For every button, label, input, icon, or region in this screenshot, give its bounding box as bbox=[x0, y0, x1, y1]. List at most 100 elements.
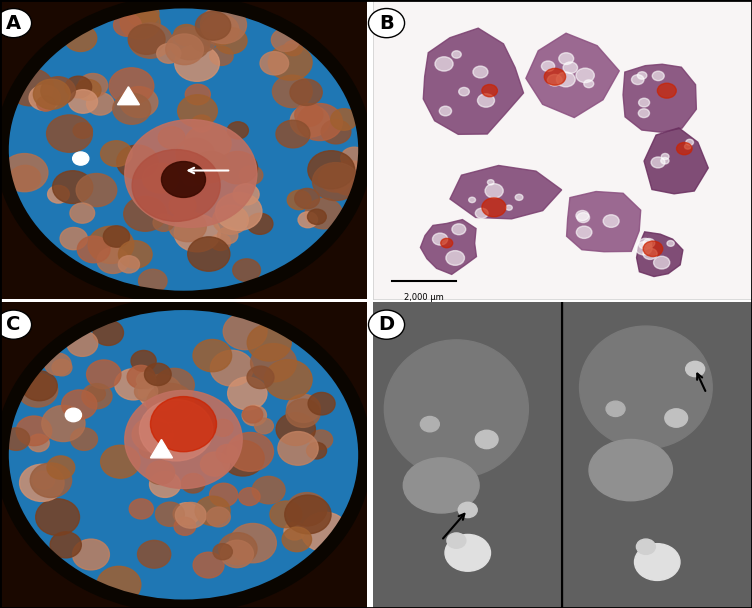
Circle shape bbox=[321, 120, 351, 144]
Circle shape bbox=[298, 212, 317, 228]
Circle shape bbox=[101, 141, 132, 167]
Circle shape bbox=[193, 339, 232, 371]
Circle shape bbox=[44, 353, 71, 375]
Circle shape bbox=[109, 68, 154, 104]
Circle shape bbox=[475, 208, 488, 218]
Circle shape bbox=[441, 238, 453, 248]
Circle shape bbox=[165, 34, 203, 64]
Circle shape bbox=[271, 29, 299, 52]
Circle shape bbox=[286, 399, 320, 427]
Circle shape bbox=[255, 418, 274, 434]
Circle shape bbox=[118, 241, 152, 268]
Circle shape bbox=[218, 151, 258, 184]
Circle shape bbox=[584, 80, 594, 88]
Circle shape bbox=[169, 211, 206, 241]
Circle shape bbox=[150, 472, 180, 497]
Circle shape bbox=[686, 361, 705, 376]
Circle shape bbox=[341, 147, 368, 169]
Circle shape bbox=[207, 507, 230, 527]
Circle shape bbox=[684, 144, 691, 149]
Circle shape bbox=[211, 350, 253, 386]
Circle shape bbox=[473, 66, 488, 78]
Circle shape bbox=[129, 23, 172, 58]
Circle shape bbox=[643, 248, 657, 260]
Circle shape bbox=[82, 384, 112, 409]
Circle shape bbox=[556, 72, 575, 87]
Circle shape bbox=[182, 170, 202, 186]
Circle shape bbox=[138, 269, 167, 292]
Circle shape bbox=[115, 368, 152, 400]
Circle shape bbox=[282, 527, 311, 551]
Circle shape bbox=[657, 83, 676, 98]
Circle shape bbox=[215, 27, 247, 54]
Circle shape bbox=[191, 115, 212, 132]
Circle shape bbox=[295, 188, 320, 209]
Polygon shape bbox=[644, 128, 708, 194]
Ellipse shape bbox=[580, 326, 712, 449]
Circle shape bbox=[233, 259, 260, 282]
Circle shape bbox=[250, 344, 296, 382]
Circle shape bbox=[260, 52, 289, 75]
Circle shape bbox=[665, 409, 687, 427]
Circle shape bbox=[285, 495, 331, 534]
Circle shape bbox=[276, 120, 310, 148]
Circle shape bbox=[284, 522, 305, 540]
Polygon shape bbox=[423, 28, 523, 134]
Circle shape bbox=[270, 501, 302, 528]
Circle shape bbox=[606, 401, 625, 416]
Circle shape bbox=[563, 62, 578, 74]
Circle shape bbox=[97, 247, 129, 274]
Circle shape bbox=[458, 502, 478, 517]
Circle shape bbox=[247, 213, 273, 234]
Circle shape bbox=[41, 77, 75, 105]
Circle shape bbox=[86, 92, 114, 115]
Circle shape bbox=[661, 153, 669, 159]
Circle shape bbox=[308, 209, 326, 224]
Circle shape bbox=[132, 150, 220, 221]
Circle shape bbox=[129, 499, 153, 519]
Circle shape bbox=[158, 126, 185, 148]
Circle shape bbox=[77, 236, 110, 263]
Ellipse shape bbox=[384, 340, 529, 478]
Circle shape bbox=[182, 162, 201, 178]
Circle shape bbox=[60, 227, 87, 250]
Circle shape bbox=[219, 533, 257, 565]
Circle shape bbox=[138, 541, 171, 568]
Circle shape bbox=[37, 96, 55, 111]
Circle shape bbox=[576, 226, 592, 238]
Circle shape bbox=[196, 12, 231, 40]
Circle shape bbox=[71, 428, 98, 451]
Circle shape bbox=[287, 492, 327, 526]
Circle shape bbox=[93, 320, 123, 345]
Circle shape bbox=[309, 430, 332, 449]
Circle shape bbox=[181, 474, 205, 493]
Circle shape bbox=[42, 406, 85, 441]
Circle shape bbox=[211, 234, 231, 250]
Circle shape bbox=[544, 68, 566, 85]
Circle shape bbox=[686, 139, 693, 145]
Circle shape bbox=[287, 395, 320, 423]
Circle shape bbox=[184, 125, 231, 163]
Circle shape bbox=[21, 371, 57, 401]
Polygon shape bbox=[566, 192, 641, 252]
Circle shape bbox=[162, 162, 205, 198]
Circle shape bbox=[272, 75, 312, 108]
Circle shape bbox=[452, 50, 461, 58]
Circle shape bbox=[213, 544, 232, 560]
Circle shape bbox=[192, 151, 229, 182]
Circle shape bbox=[136, 372, 156, 389]
Circle shape bbox=[677, 142, 692, 154]
Circle shape bbox=[482, 198, 506, 217]
Circle shape bbox=[174, 214, 220, 252]
Circle shape bbox=[295, 103, 323, 126]
Circle shape bbox=[439, 106, 451, 116]
Circle shape bbox=[53, 171, 92, 204]
Circle shape bbox=[652, 71, 664, 81]
Circle shape bbox=[468, 197, 475, 202]
Circle shape bbox=[576, 68, 594, 83]
Circle shape bbox=[223, 313, 267, 350]
Circle shape bbox=[139, 399, 213, 461]
Circle shape bbox=[485, 184, 503, 198]
Circle shape bbox=[17, 373, 58, 407]
Circle shape bbox=[242, 406, 266, 426]
